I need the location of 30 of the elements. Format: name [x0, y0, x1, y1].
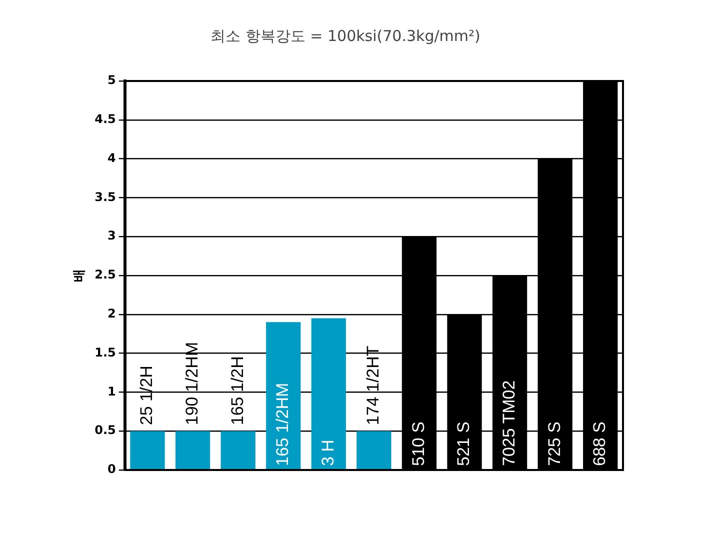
x-tick-label: 521 S: [454, 422, 474, 466]
x-tick-label: 725 S: [544, 422, 564, 466]
y-tick-label: 3: [108, 228, 116, 243]
y-axis-title: 배: [72, 269, 88, 282]
y-tick-label: 1: [108, 384, 116, 398]
y-tick-label: 2.5: [94, 268, 116, 282]
x-tick-label: 174 1/2HT: [364, 346, 383, 426]
x-tick-label: 165 1/2HM: [273, 382, 292, 466]
x-tick-label: 190 1/2HM: [182, 342, 202, 426]
y-tick-label: 0: [108, 462, 116, 476]
chart-title: 최소 항복강도 = 100ksi(70.3kg/mm²): [210, 26, 480, 45]
x-tick-label: 7025 TM02: [499, 380, 518, 466]
x-tick-label: 165 1/2H: [228, 356, 247, 426]
y-tick-label: 2: [108, 306, 116, 321]
bar: [356, 431, 392, 470]
y-tick-label: 1.5: [94, 345, 116, 360]
bar: [130, 431, 165, 470]
x-tick-label: 25 1/2H: [137, 366, 156, 426]
y-tick-label: 4: [108, 150, 116, 165]
bar: [175, 431, 210, 470]
x-tick-label: 688 S: [590, 422, 610, 466]
y-tick-label: 3.5: [94, 190, 116, 204]
y-tick-label: 0.5: [94, 423, 116, 438]
bar: [311, 318, 346, 470]
x-tick-label: 510 S: [408, 422, 428, 466]
y-tick-label: 5: [108, 73, 116, 88]
y-tick-label: 4.5: [94, 112, 116, 126]
x-tick-label: 3 H: [318, 440, 338, 466]
bar: [220, 431, 256, 470]
bar: [266, 322, 301, 470]
